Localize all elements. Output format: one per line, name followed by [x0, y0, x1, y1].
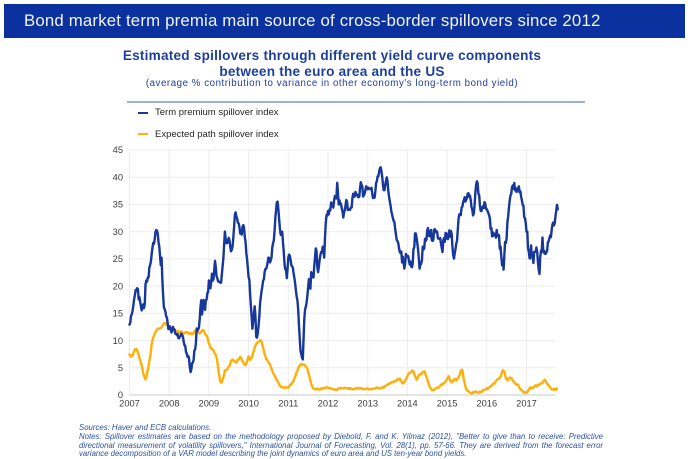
- svg-text:2013: 2013: [357, 399, 378, 409]
- svg-text:2009: 2009: [199, 399, 220, 409]
- svg-text:2016: 2016: [476, 399, 497, 409]
- svg-text:45: 45: [113, 145, 123, 155]
- svg-text:40: 40: [113, 172, 123, 182]
- svg-text:2007: 2007: [119, 399, 140, 409]
- svg-text:30: 30: [113, 227, 123, 237]
- svg-text:2015: 2015: [437, 399, 458, 409]
- svg-text:2012: 2012: [318, 399, 339, 409]
- svg-text:10: 10: [113, 336, 123, 346]
- svg-text:2017: 2017: [516, 399, 537, 409]
- svg-text:20: 20: [113, 281, 123, 291]
- svg-text:2008: 2008: [159, 399, 180, 409]
- svg-text:2011: 2011: [278, 399, 298, 409]
- svg-text:5: 5: [118, 363, 123, 373]
- svg-text:25: 25: [113, 254, 123, 264]
- svg-text:2010: 2010: [238, 399, 259, 409]
- svg-text:0: 0: [118, 390, 123, 400]
- svg-text:15: 15: [113, 309, 123, 319]
- svg-text:2014: 2014: [397, 399, 418, 409]
- svg-text:35: 35: [113, 200, 123, 210]
